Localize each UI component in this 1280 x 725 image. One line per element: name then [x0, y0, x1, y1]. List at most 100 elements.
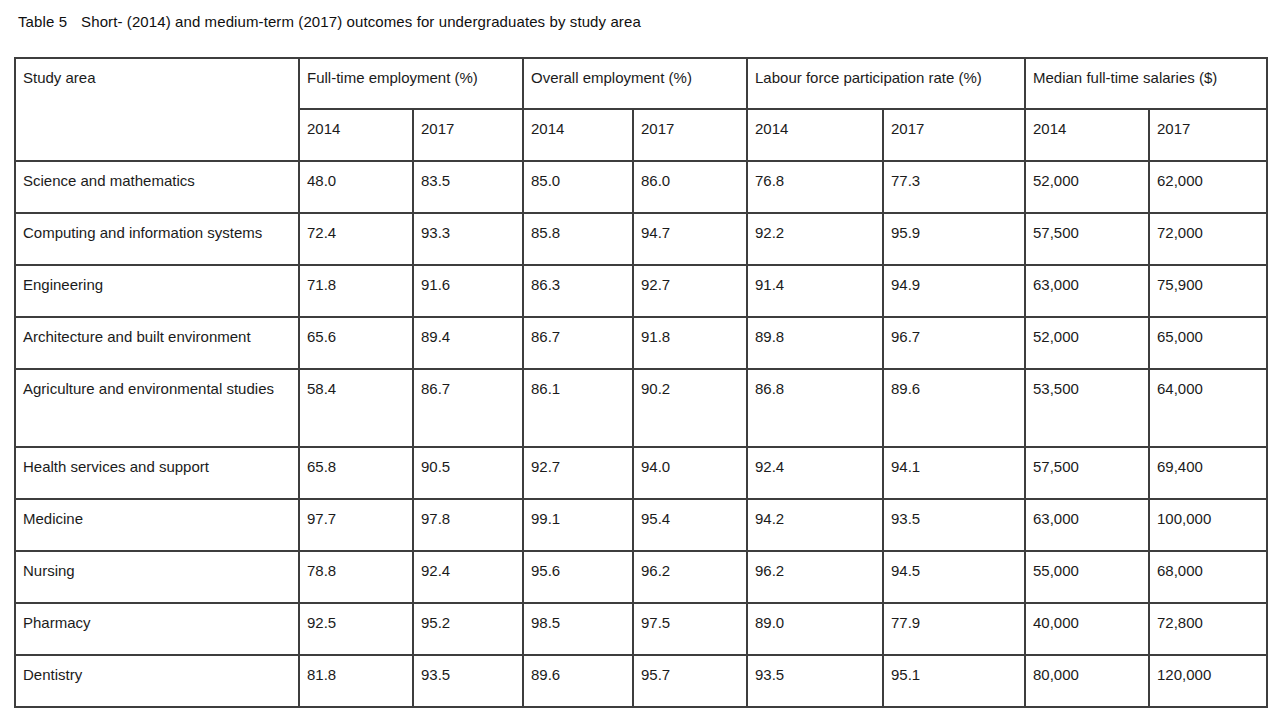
data-cell: 90.2: [633, 369, 747, 447]
data-cell: 40,000: [1025, 603, 1149, 655]
data-cell: 72,800: [1149, 603, 1267, 655]
year-header: 2017: [883, 109, 1025, 161]
table-row: Medicine 97.7 97.8 99.1 95.4 94.2 93.5 6…: [15, 499, 1267, 551]
data-cell: 85.0: [523, 161, 633, 213]
data-cell: 86.3: [523, 265, 633, 317]
data-cell: 53,500: [1025, 369, 1149, 447]
row-label: Agriculture and environmental studies: [15, 369, 299, 447]
data-cell: 94.1: [883, 447, 1025, 499]
row-label: Dentistry: [15, 655, 299, 707]
col-header-study-area: Study area: [15, 58, 299, 161]
data-cell: 52,000: [1025, 161, 1149, 213]
row-label: Computing and information systems: [15, 213, 299, 265]
data-cell: 89.4: [413, 317, 523, 369]
col-header-median-salaries: Median full-time salaries ($): [1025, 58, 1267, 109]
data-cell: 95.4: [633, 499, 747, 551]
data-cell: 89.0: [747, 603, 883, 655]
data-cell: 100,000: [1149, 499, 1267, 551]
data-cell: 86.7: [413, 369, 523, 447]
row-label: Pharmacy: [15, 603, 299, 655]
data-cell: 76.8: [747, 161, 883, 213]
data-cell: 93.3: [413, 213, 523, 265]
table-row: Computing and information systems 72.4 9…: [15, 213, 1267, 265]
data-cell: 98.5: [523, 603, 633, 655]
table-row: Agriculture and environmental studies 58…: [15, 369, 1267, 447]
data-cell: 77.9: [883, 603, 1025, 655]
data-cell: 89.8: [747, 317, 883, 369]
data-cell: 99.1: [523, 499, 633, 551]
table-row: Health services and support 65.8 90.5 92…: [15, 447, 1267, 499]
data-cell: 57,500: [1025, 213, 1149, 265]
year-header: 2014: [747, 109, 883, 161]
row-label: Medicine: [15, 499, 299, 551]
data-cell: 94.9: [883, 265, 1025, 317]
data-cell: 77.3: [883, 161, 1025, 213]
table-number-label: Table 5: [18, 13, 67, 30]
data-cell: 90.5: [413, 447, 523, 499]
data-cell: 95.2: [413, 603, 523, 655]
data-cell: 65.6: [299, 317, 413, 369]
table-row: Science and mathematics 48.0 83.5 85.0 8…: [15, 161, 1267, 213]
data-cell: 92.7: [633, 265, 747, 317]
year-header: 2014: [299, 109, 413, 161]
data-cell: 91.8: [633, 317, 747, 369]
data-cell: 93.5: [413, 655, 523, 707]
data-cell: 94.5: [883, 551, 1025, 603]
data-cell: 58.4: [299, 369, 413, 447]
data-cell: 86.7: [523, 317, 633, 369]
data-cell: 85.8: [523, 213, 633, 265]
table-row: Pharmacy 92.5 95.2 98.5 97.5 89.0 77.9 4…: [15, 603, 1267, 655]
data-cell: 72.4: [299, 213, 413, 265]
data-cell: 63,000: [1025, 499, 1149, 551]
data-cell: 57,500: [1025, 447, 1149, 499]
data-cell: 94.0: [633, 447, 747, 499]
data-cell: 93.5: [883, 499, 1025, 551]
data-cell: 97.5: [633, 603, 747, 655]
row-label: Engineering: [15, 265, 299, 317]
row-label: Nursing: [15, 551, 299, 603]
data-cell: 92.4: [747, 447, 883, 499]
data-cell: 64,000: [1149, 369, 1267, 447]
data-cell: 86.0: [633, 161, 747, 213]
year-header: 2017: [1149, 109, 1267, 161]
data-cell: 52,000: [1025, 317, 1149, 369]
table-title-text: Short- (2014) and medium-term (2017) out…: [81, 13, 641, 30]
data-cell: 96.2: [633, 551, 747, 603]
data-cell: 96.2: [747, 551, 883, 603]
row-label: Science and mathematics: [15, 161, 299, 213]
data-cell: 68,000: [1149, 551, 1267, 603]
data-cell: 94.2: [747, 499, 883, 551]
data-cell: 80,000: [1025, 655, 1149, 707]
data-cell: 92.2: [747, 213, 883, 265]
data-cell: 86.1: [523, 369, 633, 447]
data-cell: 48.0: [299, 161, 413, 213]
data-cell: 89.6: [523, 655, 633, 707]
data-cell: 92.7: [523, 447, 633, 499]
data-cell: 95.1: [883, 655, 1025, 707]
data-cell: 65.8: [299, 447, 413, 499]
year-header: 2014: [523, 109, 633, 161]
data-cell: 91.6: [413, 265, 523, 317]
year-header: 2017: [413, 109, 523, 161]
data-cell: 86.8: [747, 369, 883, 447]
data-cell: 55,000: [1025, 551, 1149, 603]
table-row: Engineering 71.8 91.6 86.3 92.7 91.4 94.…: [15, 265, 1267, 317]
data-cell: 97.7: [299, 499, 413, 551]
col-header-full-time-employment: Full-time employment (%): [299, 58, 523, 109]
data-cell: 81.8: [299, 655, 413, 707]
data-cell: 96.7: [883, 317, 1025, 369]
data-cell: 75,900: [1149, 265, 1267, 317]
data-cell: 83.5: [413, 161, 523, 213]
row-label: Health services and support: [15, 447, 299, 499]
data-cell: 95.6: [523, 551, 633, 603]
year-header: 2017: [633, 109, 747, 161]
data-cell: 120,000: [1149, 655, 1267, 707]
data-cell: 72,000: [1149, 213, 1267, 265]
table-row: Architecture and built environment 65.6 …: [15, 317, 1267, 369]
data-cell: 94.7: [633, 213, 747, 265]
data-cell: 65,000: [1149, 317, 1267, 369]
data-cell: 62,000: [1149, 161, 1267, 213]
document-page: Table 5 Short- (2014) and medium-term (20…: [0, 0, 1280, 725]
col-header-overall-employment: Overall employment (%): [523, 58, 747, 109]
data-cell: 78.8: [299, 551, 413, 603]
